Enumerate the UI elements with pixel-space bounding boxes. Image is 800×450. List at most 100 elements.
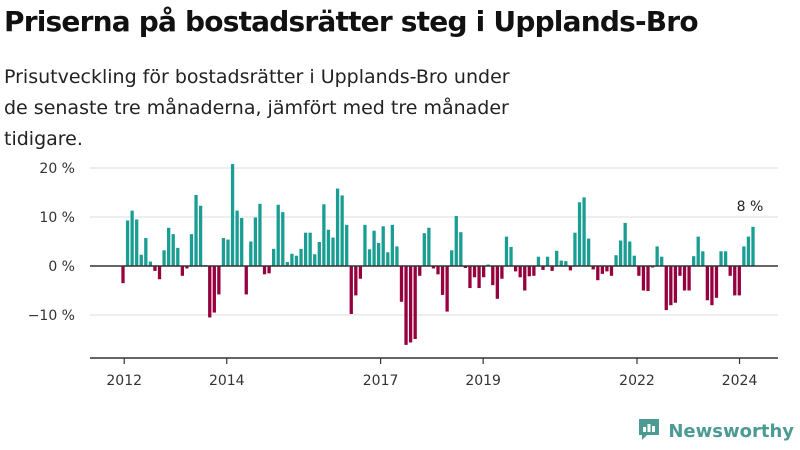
- bar: [477, 266, 481, 289]
- bar: [550, 266, 554, 271]
- bar: [386, 252, 390, 266]
- bar: [294, 255, 299, 266]
- bar: [180, 266, 184, 276]
- bar: [650, 266, 655, 268]
- bar: [335, 188, 340, 266]
- bar: [326, 229, 331, 266]
- bar: [139, 254, 143, 266]
- bar: [445, 266, 449, 312]
- bar: [714, 266, 719, 298]
- bar: [564, 261, 568, 266]
- bar: [545, 256, 550, 266]
- bar: [541, 266, 545, 270]
- bar: [568, 266, 573, 271]
- bar: [737, 266, 741, 296]
- bar: [751, 226, 755, 266]
- bar: [746, 236, 751, 266]
- bar: [669, 266, 673, 306]
- end-value-label: 8 %: [737, 199, 764, 215]
- x-tick-label: 2019: [465, 373, 501, 389]
- bar: [157, 266, 162, 280]
- bar: [536, 256, 541, 266]
- bar: [322, 204, 326, 266]
- bar: [623, 222, 627, 266]
- bar: [687, 266, 691, 291]
- bar: [244, 266, 248, 295]
- bar: [276, 204, 280, 266]
- bar: [290, 253, 294, 266]
- bar: [381, 226, 385, 266]
- chart-subtitle: Prisutveckling för bostadsrätter i Uppla…: [4, 66, 510, 150]
- bar: [299, 248, 303, 266]
- bar: [308, 232, 312, 266]
- bar: [189, 234, 194, 266]
- bar: [486, 264, 490, 266]
- bar: [358, 266, 363, 279]
- bar: [705, 266, 709, 301]
- bar: [673, 266, 678, 303]
- bar: [628, 241, 632, 266]
- bar: [221, 238, 226, 266]
- bar: [194, 194, 198, 266]
- bar: [637, 266, 641, 276]
- bar: [125, 220, 130, 266]
- bar: [235, 210, 239, 266]
- bar: [682, 266, 687, 291]
- bar: [372, 230, 376, 266]
- bar: [390, 224, 394, 266]
- bar: [587, 238, 591, 266]
- bar: [240, 217, 244, 266]
- bar: [559, 260, 563, 266]
- x-tick-label: 2012: [106, 373, 142, 389]
- bar: [719, 251, 723, 266]
- bar: [272, 248, 276, 266]
- bar: [162, 250, 166, 266]
- bar: [148, 261, 153, 266]
- x-tick-label: 2024: [722, 373, 758, 389]
- bar: [404, 266, 408, 345]
- bar: [504, 236, 509, 266]
- bar: [285, 262, 289, 266]
- bar: [472, 266, 477, 278]
- bar: [710, 266, 714, 306]
- bar: [349, 266, 353, 315]
- bar: [614, 255, 618, 266]
- bar: [185, 266, 189, 269]
- bar: [523, 266, 527, 291]
- bar: [281, 212, 285, 266]
- bar: [577, 202, 582, 266]
- bar: [468, 266, 472, 289]
- bar: [135, 219, 139, 266]
- bar: [217, 266, 221, 295]
- bar: [317, 241, 321, 266]
- bar: [454, 216, 458, 266]
- bar: [696, 236, 700, 266]
- bar: [226, 239, 230, 266]
- bar: [431, 266, 436, 269]
- bar: [262, 266, 267, 275]
- bar: [363, 224, 367, 266]
- bar: [345, 224, 349, 266]
- bar: [427, 227, 431, 266]
- bar: [253, 217, 258, 266]
- bar: [596, 266, 600, 281]
- bar: [692, 256, 696, 266]
- y-tick-label: 10 %: [39, 210, 75, 226]
- bar: [728, 266, 732, 276]
- brand-name: Newsworthy: [668, 420, 794, 442]
- bar: [459, 232, 463, 266]
- bar: [591, 266, 595, 270]
- bar: [646, 266, 650, 291]
- bar: [660, 256, 664, 266]
- bar: [440, 266, 445, 295]
- bar: [267, 266, 271, 274]
- bar: [733, 266, 737, 296]
- bar: [600, 266, 604, 274]
- bar: [509, 246, 513, 266]
- newsworthy-logo-icon: [636, 416, 662, 446]
- bar: [605, 266, 609, 272]
- x-tick-label: 2022: [619, 373, 655, 389]
- brand-logo: Newsworthy: [636, 416, 794, 446]
- bar: [422, 233, 426, 266]
- bar: [212, 266, 216, 313]
